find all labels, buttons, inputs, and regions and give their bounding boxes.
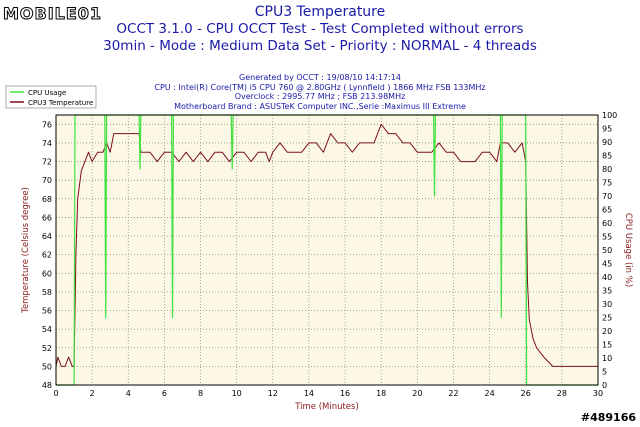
chart-title: CPU3 Temperature xyxy=(254,4,386,20)
y2-tick-label: 15 xyxy=(602,341,612,350)
x-tick-label: 16 xyxy=(340,389,350,398)
y2-tick-label: 25 xyxy=(602,314,612,323)
y-tick-label: 64 xyxy=(42,232,52,241)
y2-tick-label: 90 xyxy=(602,138,612,147)
y2-tick-label: 40 xyxy=(602,273,612,282)
y2-tick-label: 75 xyxy=(602,179,612,188)
y-tick-label: 58 xyxy=(42,288,52,297)
watermark-brand-text: MOBILE01 xyxy=(3,4,102,23)
info-cpu: CPU : Intel(R) Core(TM) i5 CPU 760 @ 2.8… xyxy=(154,82,486,92)
plot-background xyxy=(56,115,598,385)
y-tick-label: 68 xyxy=(42,195,52,204)
x-tick-label: 24 xyxy=(485,389,495,398)
plot-frame xyxy=(55,114,599,386)
y-tick-label: 66 xyxy=(42,213,52,222)
y2-tick-label: 60 xyxy=(602,219,612,228)
x-tick-label: 0 xyxy=(53,389,58,398)
x-tick-label: 26 xyxy=(521,389,531,398)
x-axis-label: Time (Minutes) xyxy=(294,402,359,412)
info-generated: Generated by OCCT : 19/08/10 14:17:14 xyxy=(239,73,401,82)
y-tick-label: 72 xyxy=(42,158,52,167)
info-motherboard: Motherboard Brand : ASUSTeK Computer INC… xyxy=(174,101,466,111)
y-tick-label: 48 xyxy=(42,381,52,390)
y2-tick-label: 80 xyxy=(602,165,612,174)
x-tick-label: 14 xyxy=(304,389,314,398)
plot-area: 0 2 4 6 8 10 12 14 16 18 20 22 24 26 28 304850525456586… xyxy=(21,111,633,412)
y2-tick-label: 20 xyxy=(602,327,612,336)
y2-tick-label: 0 xyxy=(602,381,607,390)
y2-tick-label: 50 xyxy=(602,246,612,255)
y2-tick-label: 35 xyxy=(602,287,612,296)
y-axis-label: Temperature (Celsius degree) xyxy=(21,187,31,314)
system-info-block: Generated by OCCT : 19/08/10 14:17:14 CP… xyxy=(0,73,640,111)
info-overclock: Overclock : 2995.77 MHz ; FSB 213.98MHz xyxy=(234,92,406,102)
y2-tick-label: 55 xyxy=(602,233,612,242)
y-tick-label: 74 xyxy=(42,139,52,148)
y-tick-label: 56 xyxy=(42,307,52,316)
x-tick-label: 28 xyxy=(557,389,567,398)
y2-tick-label: 30 xyxy=(602,300,612,309)
chart-header: CPU3 Temperature OCCT 3.1.0 - CPU OCCT T… xyxy=(0,4,640,55)
chart-subtitle-line-3: 30min - Mode : Medium Data Set - Priorit… xyxy=(103,38,537,54)
image-id-badge: #489166 xyxy=(580,411,636,424)
x-tick-label: 4 xyxy=(126,389,131,398)
legend-entry-label: CPU3 Temperature xyxy=(28,99,93,107)
y2-tick-label: 85 xyxy=(602,152,612,161)
y-tick-label: 76 xyxy=(42,120,52,129)
x-tick-label: 12 xyxy=(268,389,278,398)
legend-entry-label: CPU Usage xyxy=(28,89,66,97)
y2-tick-label: 65 xyxy=(602,206,612,215)
y-tick-label: 60 xyxy=(42,269,52,278)
y2-tick-label: 70 xyxy=(602,192,612,201)
x-tick-label: 8 xyxy=(198,389,203,398)
y2-tick-label: 5 xyxy=(602,368,607,377)
legend: CPU Usage CPU3 Temperature xyxy=(5,85,97,109)
cpu3-temperature-series-line xyxy=(55,123,598,367)
watermark-logo: MOBILE01 xyxy=(3,4,102,24)
chart-subtitle-line-2: OCCT 3.1.0 - CPU OCCT Test - Test Comple… xyxy=(116,21,524,37)
y2-tick-label: 10 xyxy=(602,354,612,363)
y2-tick-label: 100 xyxy=(602,111,617,120)
y2-tick-label: 95 xyxy=(602,125,612,134)
y-tick-label: 52 xyxy=(42,344,52,353)
y-tick-label: 54 xyxy=(42,325,52,334)
y-tick-label: 70 xyxy=(42,176,52,185)
x-tick-label: 20 xyxy=(412,389,422,398)
y-tick-label: 50 xyxy=(42,362,52,371)
x-tick-label: 22 xyxy=(448,389,458,398)
x-tick-label: 10 xyxy=(232,389,242,398)
x-tick-label: 30 xyxy=(593,389,603,398)
legend-box xyxy=(5,85,97,109)
y-tick-label: 62 xyxy=(42,251,52,260)
x-tick-label: 2 xyxy=(90,389,95,398)
x-tick-label: 6 xyxy=(162,389,167,398)
x-tick-label: 18 xyxy=(376,389,386,398)
y2-tick-label: 45 xyxy=(602,260,612,269)
y2-axis-label: CPU Usage (in %) xyxy=(623,213,633,287)
